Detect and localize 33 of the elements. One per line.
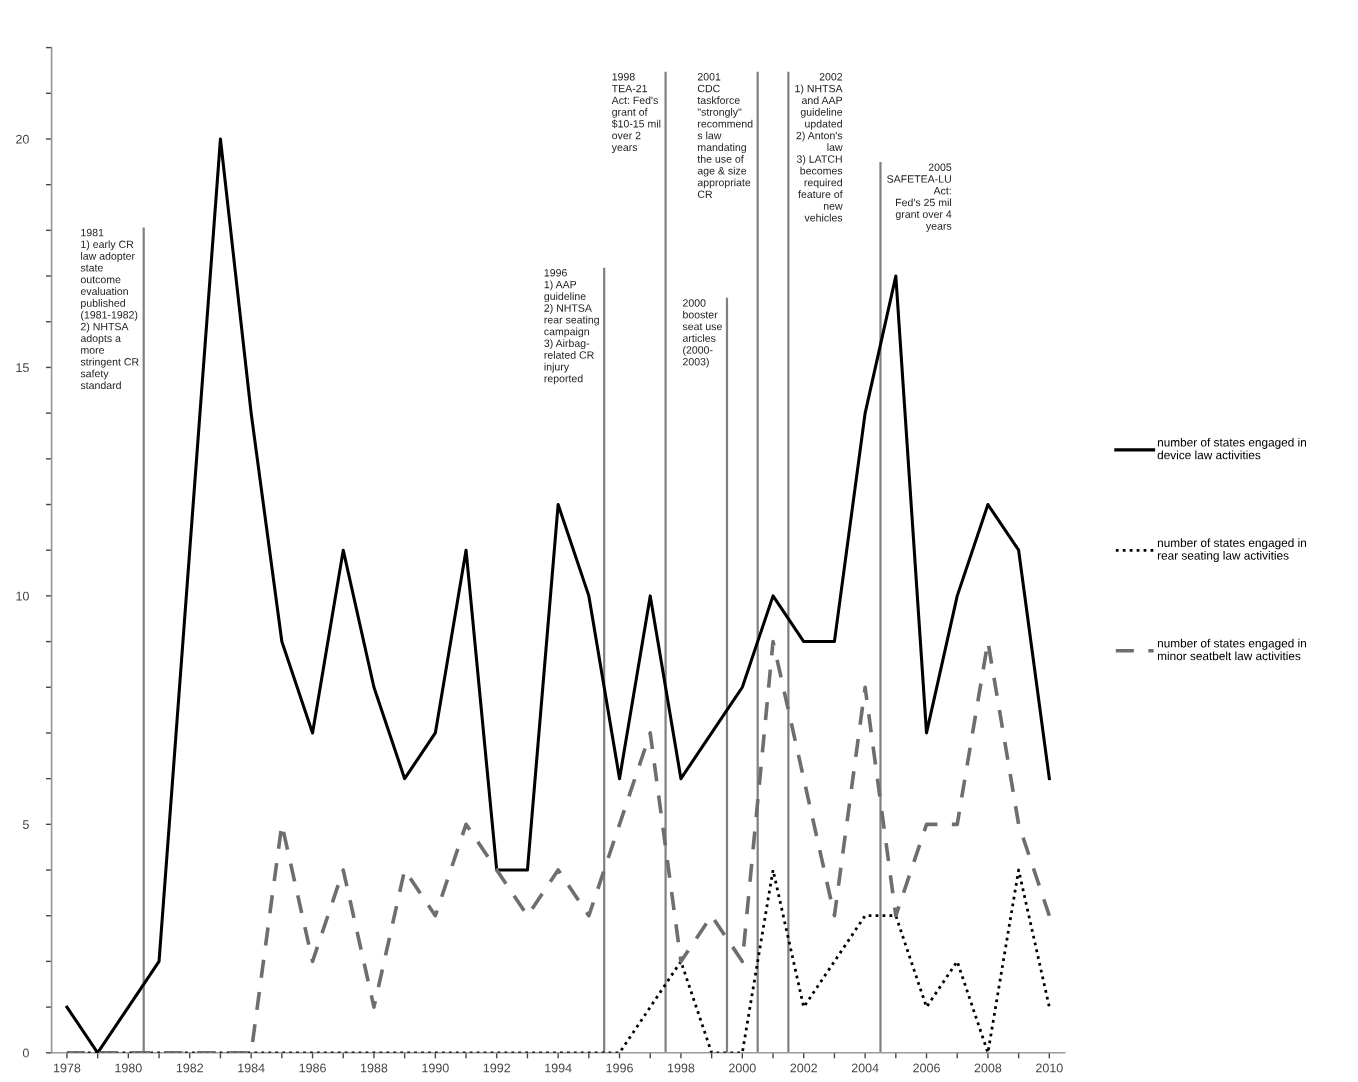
ref-line-label: 1998 TEA-21 Act: Fed's grant of $10-15 mil over 2 years [611, 73, 661, 154]
line-series [65, 639, 1052, 1053]
x-tick-label: 2002 [790, 1063, 818, 1073]
y-tick-label: 0 [22, 1048, 29, 1058]
x-tick-label: 2004 [851, 1063, 879, 1073]
text: 1996 1) AAP guideline 2) NHTSA rear seating campaign 3) Airbag- related CR injury reported [544, 269, 599, 385]
x-tick-label: 1994 [545, 1063, 572, 1073]
x-tick-label: 1982 [176, 1063, 204, 1073]
ref-line-label: 2005 SAFETEA-LU Act: Fed's 25 mil grant over 4 years [887, 163, 952, 232]
y-tick-label: 5 [22, 820, 29, 829]
x-tick-label: 1984 [238, 1063, 265, 1073]
text: 2002 1) NHTSA and AAP guideline updated 2) Anton's law 3) LATCH becomes required feature of new vehicles [795, 73, 843, 222]
legend-label: number of states engaged in minor seatbelt law activities [1157, 638, 1307, 661]
text: 2001 CDC taskforce "strongly" recommend s law mandating the use of age & size appropriate CR [697, 73, 753, 199]
y-tick-label: 15 [16, 363, 29, 373]
legend-label: number of states engaged in device law activities [1157, 437, 1307, 460]
x-tick-label: 2010 [1036, 1063, 1063, 1073]
ref-line-label: 2000 booster seat use articles (2000- 2003) [682, 299, 722, 368]
x-tick-label: 1978 [54, 1063, 81, 1073]
x-tick-label: 2000 [729, 1063, 756, 1073]
x-tick-label: 1990 [422, 1063, 449, 1073]
y-tick-label: 20 [16, 134, 29, 144]
x-tick-label: 1998 [667, 1063, 695, 1073]
legend-label: number of states engaged in rear seating law activities [1157, 538, 1307, 563]
x-tick-label: 1980 [115, 1063, 142, 1073]
x-tick-label: 1992 [483, 1063, 511, 1073]
x-tick-label: 1988 [360, 1063, 388, 1073]
x-tick-label: 1986 [299, 1063, 326, 1073]
x-tick-label: 1996 [606, 1063, 633, 1073]
text: 1981 1) early CR law adopter state outcome evaluation published (1981-1982) 2) NHTSA adopts a more stringent CR safety standard [80, 228, 139, 390]
y-tick-label: 10 [16, 591, 29, 601]
x-tick-label: 2006 [913, 1063, 940, 1073]
x-tick-label: 2008 [974, 1063, 1002, 1073]
